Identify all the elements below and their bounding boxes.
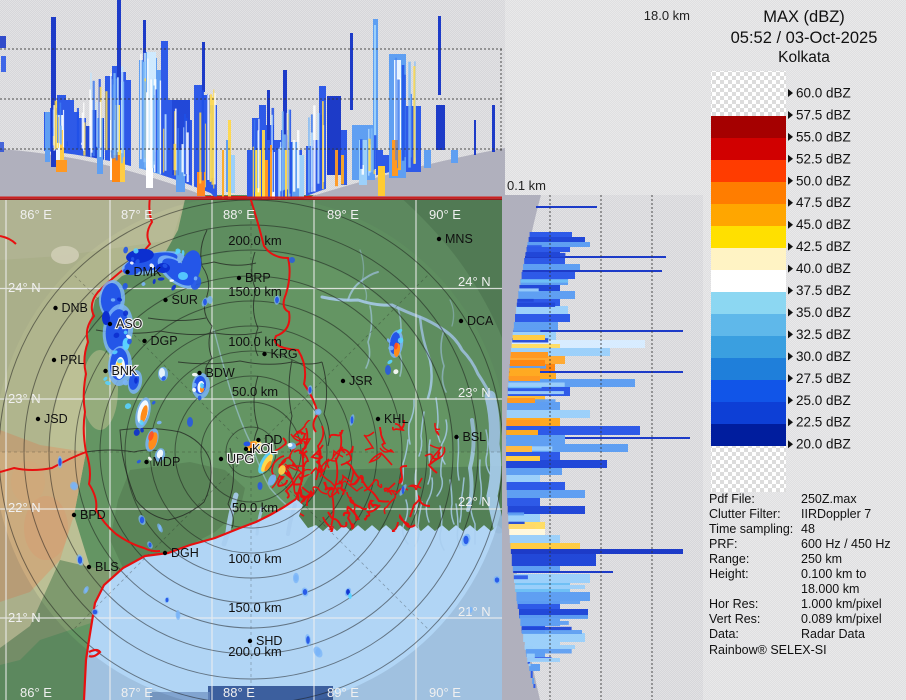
svg-text:BRP: BRP	[245, 271, 271, 285]
svg-text:ASO: ASO	[116, 317, 143, 331]
svg-text:21° N: 21° N	[8, 610, 41, 625]
svg-text:50.0 km: 50.0 km	[232, 384, 278, 399]
svg-text:Height:: Height:	[709, 567, 749, 581]
svg-text:UPG: UPG	[227, 452, 254, 466]
svg-text:250Z.max: 250Z.max	[801, 492, 857, 506]
svg-text:SUR: SUR	[172, 293, 198, 307]
svg-text:18.000 km: 18.000 km	[801, 582, 859, 596]
svg-text:0.100 km to: 0.100 km to	[801, 567, 866, 581]
svg-text:0.1 km: 0.1 km	[507, 178, 546, 193]
svg-text:48: 48	[801, 522, 815, 536]
svg-text:BDW: BDW	[206, 366, 235, 380]
svg-text:BPD: BPD	[80, 508, 106, 522]
svg-text:DGH: DGH	[171, 546, 199, 560]
svg-text:86° E: 86° E	[20, 207, 52, 222]
svg-text:DGP: DGP	[151, 334, 178, 348]
svg-text:23° N: 23° N	[458, 385, 491, 400]
svg-text:IIRDoppler 7: IIRDoppler 7	[801, 507, 871, 521]
svg-text:DNB: DNB	[62, 301, 88, 315]
svg-text:Range:: Range:	[709, 552, 749, 566]
svg-text:Radar Data: Radar Data	[801, 627, 865, 641]
svg-text:90° E: 90° E	[429, 685, 461, 700]
svg-text:30.0 dBZ: 30.0 dBZ	[796, 349, 851, 364]
svg-text:100.0 km: 100.0 km	[228, 551, 281, 566]
svg-text:PRF:: PRF:	[709, 537, 737, 551]
svg-text:24° N: 24° N	[458, 274, 491, 289]
svg-text:0.089 km/pixel: 0.089 km/pixel	[801, 612, 882, 626]
svg-text:50.0 dBZ: 50.0 dBZ	[796, 173, 851, 188]
svg-text:PRL: PRL	[60, 353, 84, 367]
svg-text:DCA: DCA	[467, 314, 494, 328]
svg-text:40.0 dBZ: 40.0 dBZ	[796, 261, 851, 276]
svg-text:50.0 km: 50.0 km	[232, 500, 278, 515]
svg-text:20.0 dBZ: 20.0 dBZ	[796, 437, 851, 452]
svg-text:89° E: 89° E	[327, 207, 359, 222]
svg-text:Time sampling:: Time sampling:	[709, 522, 793, 536]
svg-text:SHD: SHD	[256, 634, 282, 648]
svg-text:KRG: KRG	[271, 347, 298, 361]
svg-text:25.0 dBZ: 25.0 dBZ	[796, 393, 851, 408]
svg-text:100.0 km: 100.0 km	[228, 334, 281, 349]
svg-text:JSR: JSR	[349, 374, 373, 388]
svg-text:JSD: JSD	[44, 412, 68, 426]
svg-text:45.0 dBZ: 45.0 dBZ	[796, 217, 851, 232]
svg-text:BNK: BNK	[112, 364, 138, 378]
svg-text:22° N: 22° N	[458, 494, 491, 509]
svg-text:1.000 km/pixel: 1.000 km/pixel	[801, 597, 882, 611]
svg-text:23° N: 23° N	[8, 391, 41, 406]
svg-text:87° E: 87° E	[121, 685, 153, 700]
svg-text:88° E: 88° E	[223, 207, 255, 222]
svg-text:BSL: BSL	[463, 430, 487, 444]
svg-text:37.5 dBZ: 37.5 dBZ	[796, 283, 851, 298]
svg-text:Pdf File:: Pdf File:	[709, 492, 755, 506]
svg-text:MDP: MDP	[153, 455, 181, 469]
svg-text:MNS: MNS	[445, 232, 473, 246]
svg-text:KOL: KOL	[252, 442, 277, 456]
svg-text:35.0 dBZ: 35.0 dBZ	[796, 305, 851, 320]
svg-text:22° N: 22° N	[8, 500, 41, 515]
svg-text:24° N: 24° N	[8, 280, 41, 295]
svg-text:200.0 km: 200.0 km	[228, 233, 281, 248]
svg-text:18.0 km: 18.0 km	[644, 8, 690, 23]
svg-text:Clutter Filter:: Clutter Filter:	[709, 507, 781, 521]
svg-text:55.0 dBZ: 55.0 dBZ	[796, 129, 851, 144]
svg-text:60.0 dBZ: 60.0 dBZ	[796, 86, 851, 101]
svg-text:Hor Res:: Hor Res:	[709, 597, 758, 611]
svg-text:88° E: 88° E	[223, 685, 255, 700]
svg-text:MAX (dBZ): MAX (dBZ)	[763, 8, 845, 26]
svg-text:42.5 dBZ: 42.5 dBZ	[796, 239, 851, 254]
svg-text:DMK: DMK	[134, 265, 162, 279]
svg-text:87° E: 87° E	[121, 207, 153, 222]
svg-text:22.5 dBZ: 22.5 dBZ	[796, 415, 851, 430]
svg-text:150.0 km: 150.0 km	[228, 284, 281, 299]
svg-text:90° E: 90° E	[429, 207, 461, 222]
svg-text:DD: DD	[264, 433, 282, 447]
svg-text:52.5 dBZ: 52.5 dBZ	[796, 151, 851, 166]
svg-text:BLS: BLS	[95, 560, 119, 574]
svg-text:Data:: Data:	[709, 627, 739, 641]
svg-text:Rainbow® SELEX-SI: Rainbow® SELEX-SI	[709, 643, 827, 657]
svg-text:57.5 dBZ: 57.5 dBZ	[796, 108, 851, 123]
svg-text:Vert Res:: Vert Res:	[709, 612, 760, 626]
svg-text:89° E: 89° E	[327, 685, 359, 700]
svg-text:21° N: 21° N	[458, 604, 491, 619]
svg-text:600 Hz / 450 Hz: 600 Hz / 450 Hz	[801, 537, 891, 551]
svg-text:KHL: KHL	[384, 412, 408, 426]
svg-text:250 km: 250 km	[801, 552, 842, 566]
svg-text:150.0 km: 150.0 km	[228, 600, 281, 615]
svg-text:32.5 dBZ: 32.5 dBZ	[796, 327, 851, 342]
svg-text:27.5 dBZ: 27.5 dBZ	[796, 371, 851, 386]
svg-text:47.5 dBZ: 47.5 dBZ	[796, 195, 851, 210]
svg-text:200.0 km: 200.0 km	[228, 644, 281, 659]
svg-text:86° E: 86° E	[20, 685, 52, 700]
svg-text:Kolkata: Kolkata	[778, 49, 830, 66]
svg-text:05:52 / 03-Oct-2025: 05:52 / 03-Oct-2025	[731, 29, 878, 47]
